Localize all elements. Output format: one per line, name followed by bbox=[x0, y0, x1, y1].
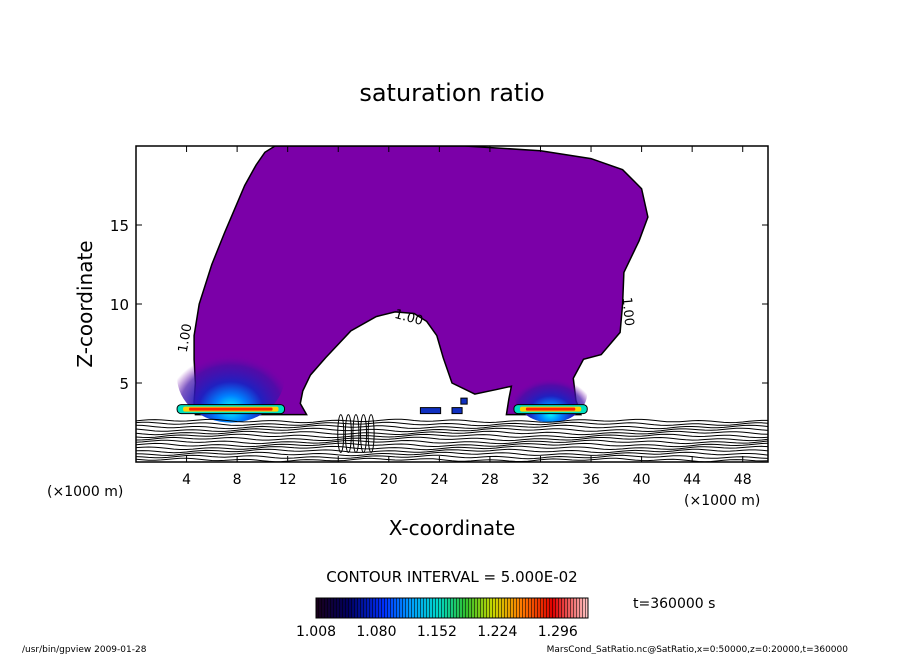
colorbar-stripes bbox=[316, 598, 588, 618]
wave-contour-3 bbox=[360, 414, 368, 454]
wave-contour-4 bbox=[367, 414, 375, 454]
x-axis-ticks: 4 8 12 16 20 24 28 32 36 40 44 48 bbox=[182, 146, 752, 488]
contour-label: 1.00 bbox=[176, 323, 196, 354]
surface-contour-10 bbox=[136, 448, 768, 454]
x-tick-label: 44 bbox=[683, 472, 701, 488]
x-tick-label: 24 bbox=[430, 472, 448, 488]
x-tick-label: 40 bbox=[633, 472, 651, 488]
surface-blob-0 bbox=[419, 407, 442, 415]
surface-blob-1 bbox=[451, 407, 463, 415]
y-tick-label: 10 bbox=[110, 296, 129, 314]
x-tick-label: 16 bbox=[329, 472, 347, 488]
surface-contour-9 bbox=[136, 445, 768, 451]
wave-contour-0 bbox=[337, 414, 345, 454]
x-tick-label: 36 bbox=[582, 472, 600, 488]
wave-contour-1 bbox=[344, 414, 352, 454]
surface-contour-1 bbox=[136, 421, 768, 427]
cloud-core-shading bbox=[176, 331, 588, 423]
cloud-base-peak-left bbox=[189, 407, 273, 411]
wave-contour-2 bbox=[352, 414, 360, 454]
x-unit-left: (×1000 m) bbox=[47, 484, 123, 500]
surface-contour-2 bbox=[136, 424, 768, 430]
surface-contour-13 bbox=[136, 457, 768, 462]
y-tick-label: 5 bbox=[119, 375, 129, 393]
surface-contour-0 bbox=[136, 418, 768, 424]
contour-interval: CONTOUR INTERVAL = 5.000E-02 bbox=[326, 568, 577, 586]
contour-label: 1.00 bbox=[393, 307, 425, 329]
x-tick-label: 28 bbox=[481, 472, 499, 488]
surface-contour-11 bbox=[136, 451, 768, 457]
x-unit-right: (×1000 m) bbox=[684, 493, 760, 509]
contour-labels: 1.00 1.00 1.00 bbox=[176, 297, 636, 354]
colorbar-tick-label: 1.008 bbox=[296, 624, 336, 640]
y-axis-ticks: 5 10 15 bbox=[110, 217, 768, 393]
contour-label: 1.00 bbox=[619, 297, 636, 327]
colorbar-tick-label: 1.152 bbox=[417, 624, 457, 640]
x-tick-label: 4 bbox=[182, 472, 191, 488]
x-tick-label: 8 bbox=[233, 472, 242, 488]
surface-contour-8 bbox=[136, 442, 768, 448]
y-axis-label: Z-coordinate bbox=[73, 240, 97, 367]
surface-contour-lines bbox=[136, 414, 768, 462]
footer-left: /usr/bin/gpview 2009-01-28 bbox=[22, 645, 147, 654]
cloud-base-peak-right bbox=[525, 407, 576, 411]
time-label: t=360000 s bbox=[633, 596, 715, 612]
surface-contour-4 bbox=[136, 430, 768, 436]
surface-contour-7 bbox=[136, 439, 768, 445]
cloud-region bbox=[193, 146, 649, 416]
x-tick-label: 20 bbox=[380, 472, 398, 488]
surface-blob-2 bbox=[460, 397, 468, 405]
surface-contour-5 bbox=[136, 433, 768, 439]
x-tick-label: 48 bbox=[734, 472, 752, 488]
colorbar-tick-label: 1.224 bbox=[477, 624, 517, 640]
surface-contour-3 bbox=[136, 427, 768, 433]
colorbar-tick-label: 1.296 bbox=[538, 624, 578, 640]
surface-contour-12 bbox=[136, 454, 768, 460]
colorbar-tick-label: 1.080 bbox=[356, 624, 396, 640]
plot-area bbox=[136, 146, 768, 462]
x-tick-label: 32 bbox=[532, 472, 550, 488]
x-tick-label: 12 bbox=[279, 472, 297, 488]
surface-contour-6 bbox=[136, 436, 768, 442]
y-tick-label: 15 bbox=[110, 217, 129, 235]
colorbar-ticks: 1.008 1.080 1.152 1.224 1.296 bbox=[296, 624, 578, 640]
x-axis-label: X-coordinate bbox=[389, 516, 516, 540]
cloud-core-left bbox=[177, 331, 285, 423]
footer-right: MarsCond_SatRatio.nc@SatRatio,x=0:50000,… bbox=[547, 645, 849, 654]
chart-title: saturation ratio bbox=[359, 79, 544, 107]
